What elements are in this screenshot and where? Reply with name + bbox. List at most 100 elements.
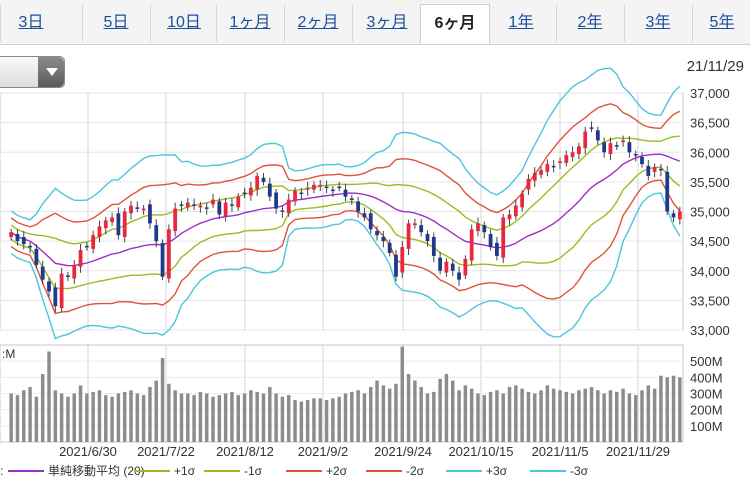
volume-bar [368,387,373,442]
tab-6m[interactable]: 6ヶ月 [420,4,490,44]
volume-tick-label: 500M [690,354,723,369]
volume-bar [104,395,108,442]
candle-body [154,225,159,242]
candle-body [135,207,140,209]
candle-body [652,167,657,172]
candle-body [469,229,474,261]
volume-bar [53,390,58,442]
candle-body [406,223,411,249]
tab-3m[interactable]: 3ヶ月 [352,4,421,42]
volume-bar [268,387,272,442]
band-minus1-line [10,166,681,290]
period-tabs: 3日 5日 10日 1ヶ月 2ヶ月 3ヶ月 6ヶ月 1年 2年 3年 5年 [0,0,750,45]
tab-3d[interactable]: 3日 [0,4,61,42]
candle-body [242,192,247,195]
volume-bar [97,390,102,442]
candle-body [621,140,625,143]
candle-body [97,226,102,237]
volume-bar [381,385,386,442]
volume-bar [305,399,310,442]
candle-body [324,186,329,189]
candle-body [513,205,518,217]
volume-bar [570,393,575,442]
candle-body [116,213,121,236]
volume-bar [507,387,512,442]
tab-3y[interactable]: 3年 [624,4,691,42]
dropdown-button[interactable] [38,57,64,87]
candle-body [488,234,493,248]
x-tick-label: 2021/11/29 [606,444,670,459]
candle-body [545,164,550,172]
volume-bar [564,391,569,442]
candle-body [59,273,64,309]
y-tick-label: 35,500 [690,175,730,190]
candle-body [425,234,430,242]
candle-body [349,198,354,200]
candle-body [463,258,468,276]
candle-body [9,232,14,237]
volume-bar [312,398,316,442]
volume-bar [78,385,83,442]
candle-body [343,189,348,197]
tab-10d[interactable]: 10日 [150,4,217,42]
volume-bar [362,393,367,442]
tab-2y[interactable]: 2年 [556,4,623,42]
candle-body [438,257,443,271]
tab-1m[interactable]: 1ヶ月 [216,4,283,42]
candle-body [78,250,83,267]
x-tick-label: 2021/7/22 [137,444,195,459]
volume-bar [141,395,146,442]
volume-bar [463,385,468,442]
volume-bar [72,393,76,442]
y-tick-label: 37,000 [690,86,730,101]
candle-body [400,247,405,273]
legend-label: 単純移動平均 (20) [48,464,145,478]
legend-label: +2σ [326,464,348,478]
candle-body [602,142,607,153]
candle-body [501,217,506,258]
volume-bar [186,393,190,442]
candle-body [267,183,272,197]
volume-bar [148,387,152,442]
candle-body [526,178,531,190]
y-tick-label: 34,000 [690,264,730,279]
volume-bar [451,380,455,442]
volume-bar [659,375,663,442]
candle-body [160,242,165,277]
volume-bar [608,390,613,442]
volume-bar [91,391,95,442]
candle-body [558,161,562,163]
candle-body [47,281,51,292]
tab-5y[interactable]: 5年 [692,4,750,42]
candle-body [185,202,190,208]
candle-body [40,266,45,280]
volume-bar [558,390,562,442]
candle-body [387,242,392,253]
candle-body [28,245,32,248]
y-tick-label: 35,000 [690,205,730,220]
candle-body [450,263,455,271]
y-tick-label: 33,000 [690,323,730,338]
candle-body [91,235,96,249]
candle-body [532,172,537,181]
volume-bar [154,380,158,442]
tab-5d[interactable]: 5日 [82,4,149,42]
indicator-dropdown[interactable] [0,56,65,88]
candle-body [413,223,417,226]
volume-bar [589,387,594,442]
volume-bar [236,395,240,442]
candle-body [15,234,20,242]
volume-bar [665,377,669,442]
candle-body [192,204,196,206]
volume-bar [230,391,234,442]
volume-bar [299,401,304,442]
volume-bar [488,391,493,442]
tab-2m[interactable]: 2ヶ月 [284,4,351,42]
candle-body [356,201,361,212]
candle-body [217,201,222,215]
volume-bar [577,390,581,442]
tab-1y[interactable]: 1年 [508,14,534,31]
volume-bar [85,393,89,442]
x-tick-label: 2021/10/15 [448,444,513,459]
volume-bar [432,391,436,442]
